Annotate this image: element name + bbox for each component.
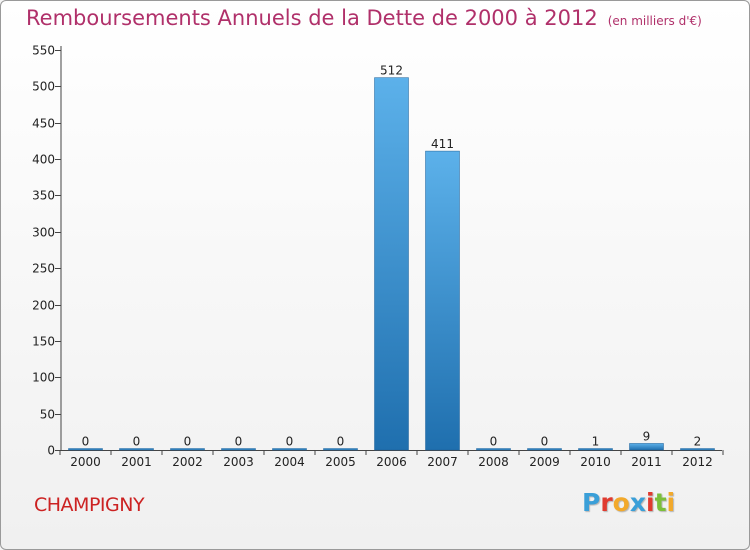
bar bbox=[680, 448, 715, 451]
x-tick-label: 2004 bbox=[274, 455, 305, 469]
x-tick-label: 2003 bbox=[223, 455, 254, 469]
x-tick-label: 2005 bbox=[325, 455, 356, 469]
x-tick-label: 2010 bbox=[580, 455, 611, 469]
logo-letter: x bbox=[629, 488, 646, 517]
bar-value-label: 0 bbox=[286, 435, 294, 449]
y-tick-label: 200 bbox=[32, 299, 55, 313]
chart-title-text: Remboursements Annuels de la Dette de 20… bbox=[26, 6, 598, 30]
city-name: CHAMPIGNY bbox=[34, 494, 145, 516]
chart-labels: 2000020010200202003020040200502006512200… bbox=[70, 64, 713, 469]
x-tick-label: 2007 bbox=[427, 455, 458, 469]
bar-value-label: 0 bbox=[541, 435, 549, 449]
bar-value-label: 411 bbox=[431, 137, 454, 151]
y-tick-label: 250 bbox=[32, 262, 55, 276]
y-tick-label: 50 bbox=[40, 408, 55, 422]
y-tick-label: 350 bbox=[32, 189, 55, 203]
y-tick-label: 500 bbox=[32, 80, 55, 94]
x-tick-label: 2008 bbox=[478, 455, 509, 469]
bar-value-label: 0 bbox=[235, 435, 243, 449]
logo-letter: P bbox=[582, 488, 601, 517]
bar-value-label: 0 bbox=[490, 435, 498, 449]
x-tick-label: 2006 bbox=[376, 455, 407, 469]
bar bbox=[323, 448, 358, 451]
logo-letter: t bbox=[654, 488, 667, 517]
bar bbox=[170, 448, 205, 451]
bar-value-label: 9 bbox=[643, 429, 651, 443]
bar-value-label: 512 bbox=[380, 64, 403, 78]
y-tick-label: 100 bbox=[32, 371, 55, 385]
bar-value-label: 0 bbox=[337, 435, 345, 449]
x-tick-label: 2011 bbox=[631, 455, 662, 469]
chart-unit: (en milliers d'€) bbox=[607, 14, 702, 28]
x-tick-label: 2000 bbox=[70, 455, 101, 469]
bar-value-label: 2 bbox=[694, 435, 702, 449]
logo-letter: r bbox=[600, 488, 613, 517]
chart-title: Remboursements Annuels de la Dette de 20… bbox=[26, 6, 702, 30]
y-tick-label: 550 bbox=[32, 44, 55, 58]
x-tick-label: 2002 bbox=[172, 455, 203, 469]
bar-value-label: 0 bbox=[184, 435, 192, 449]
bar bbox=[527, 448, 562, 451]
x-tick-label: 2012 bbox=[682, 455, 713, 469]
bar bbox=[68, 448, 103, 451]
y-tick-label: 400 bbox=[32, 153, 55, 167]
bar-value-label: 0 bbox=[133, 435, 141, 449]
bar-value-label: 1 bbox=[592, 435, 600, 449]
logo-letter: o bbox=[612, 488, 630, 517]
chart-bars bbox=[68, 77, 715, 451]
bar bbox=[629, 443, 664, 451]
bar bbox=[374, 77, 409, 451]
bar bbox=[425, 150, 460, 451]
y-tick-label: 0 bbox=[47, 444, 55, 458]
logo-letter: i bbox=[646, 488, 655, 517]
bar bbox=[221, 448, 256, 451]
bar bbox=[272, 448, 307, 451]
bar bbox=[476, 448, 511, 451]
proxiti-logo[interactable]: Proxiti bbox=[582, 488, 675, 517]
bar bbox=[119, 448, 154, 451]
y-tick-label: 300 bbox=[32, 226, 55, 240]
y-tick-label: 450 bbox=[32, 117, 55, 131]
x-tick-label: 2009 bbox=[529, 455, 560, 469]
bar bbox=[578, 448, 613, 451]
logo-letter: i bbox=[666, 488, 676, 517]
x-tick-label: 2001 bbox=[121, 455, 152, 469]
y-tick-label: 150 bbox=[32, 335, 55, 349]
bar-value-label: 0 bbox=[82, 435, 90, 449]
